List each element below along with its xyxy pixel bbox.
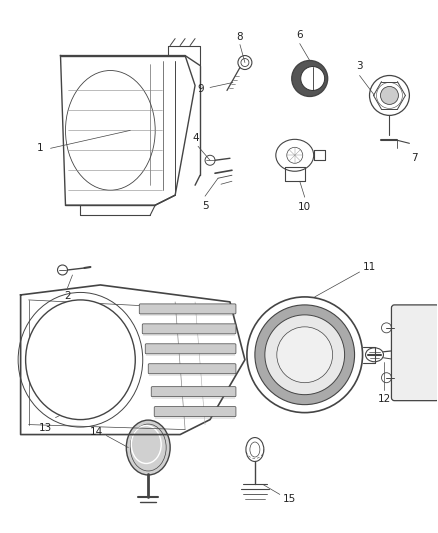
Text: 10: 10 [298, 202, 311, 212]
Circle shape [418, 317, 430, 329]
Circle shape [381, 86, 399, 104]
Circle shape [277, 327, 332, 383]
Text: 5: 5 [202, 201, 208, 211]
Circle shape [301, 67, 325, 91]
Text: 13: 13 [39, 423, 52, 433]
Text: 8: 8 [237, 31, 243, 42]
Circle shape [399, 347, 410, 359]
FancyBboxPatch shape [151, 386, 236, 397]
Text: 14: 14 [90, 426, 103, 437]
Text: 12: 12 [378, 394, 391, 403]
FancyBboxPatch shape [148, 364, 236, 374]
FancyBboxPatch shape [392, 305, 438, 401]
Circle shape [292, 61, 328, 96]
Text: 7: 7 [411, 154, 418, 163]
FancyBboxPatch shape [154, 407, 236, 417]
Text: 15: 15 [283, 495, 297, 504]
Ellipse shape [126, 420, 170, 475]
Text: 9: 9 [198, 84, 205, 94]
Text: 2: 2 [64, 291, 71, 301]
Circle shape [255, 305, 355, 405]
Circle shape [399, 377, 410, 389]
Ellipse shape [25, 300, 135, 419]
Text: 4: 4 [193, 133, 199, 143]
Text: 11: 11 [363, 262, 376, 272]
FancyBboxPatch shape [142, 324, 236, 334]
Circle shape [418, 347, 430, 359]
Circle shape [265, 315, 345, 394]
Circle shape [418, 377, 430, 389]
Circle shape [399, 317, 410, 329]
Text: 1: 1 [37, 143, 44, 154]
Text: 6: 6 [297, 30, 303, 39]
Text: 3: 3 [356, 61, 363, 70]
FancyBboxPatch shape [145, 344, 236, 354]
FancyBboxPatch shape [139, 304, 236, 314]
